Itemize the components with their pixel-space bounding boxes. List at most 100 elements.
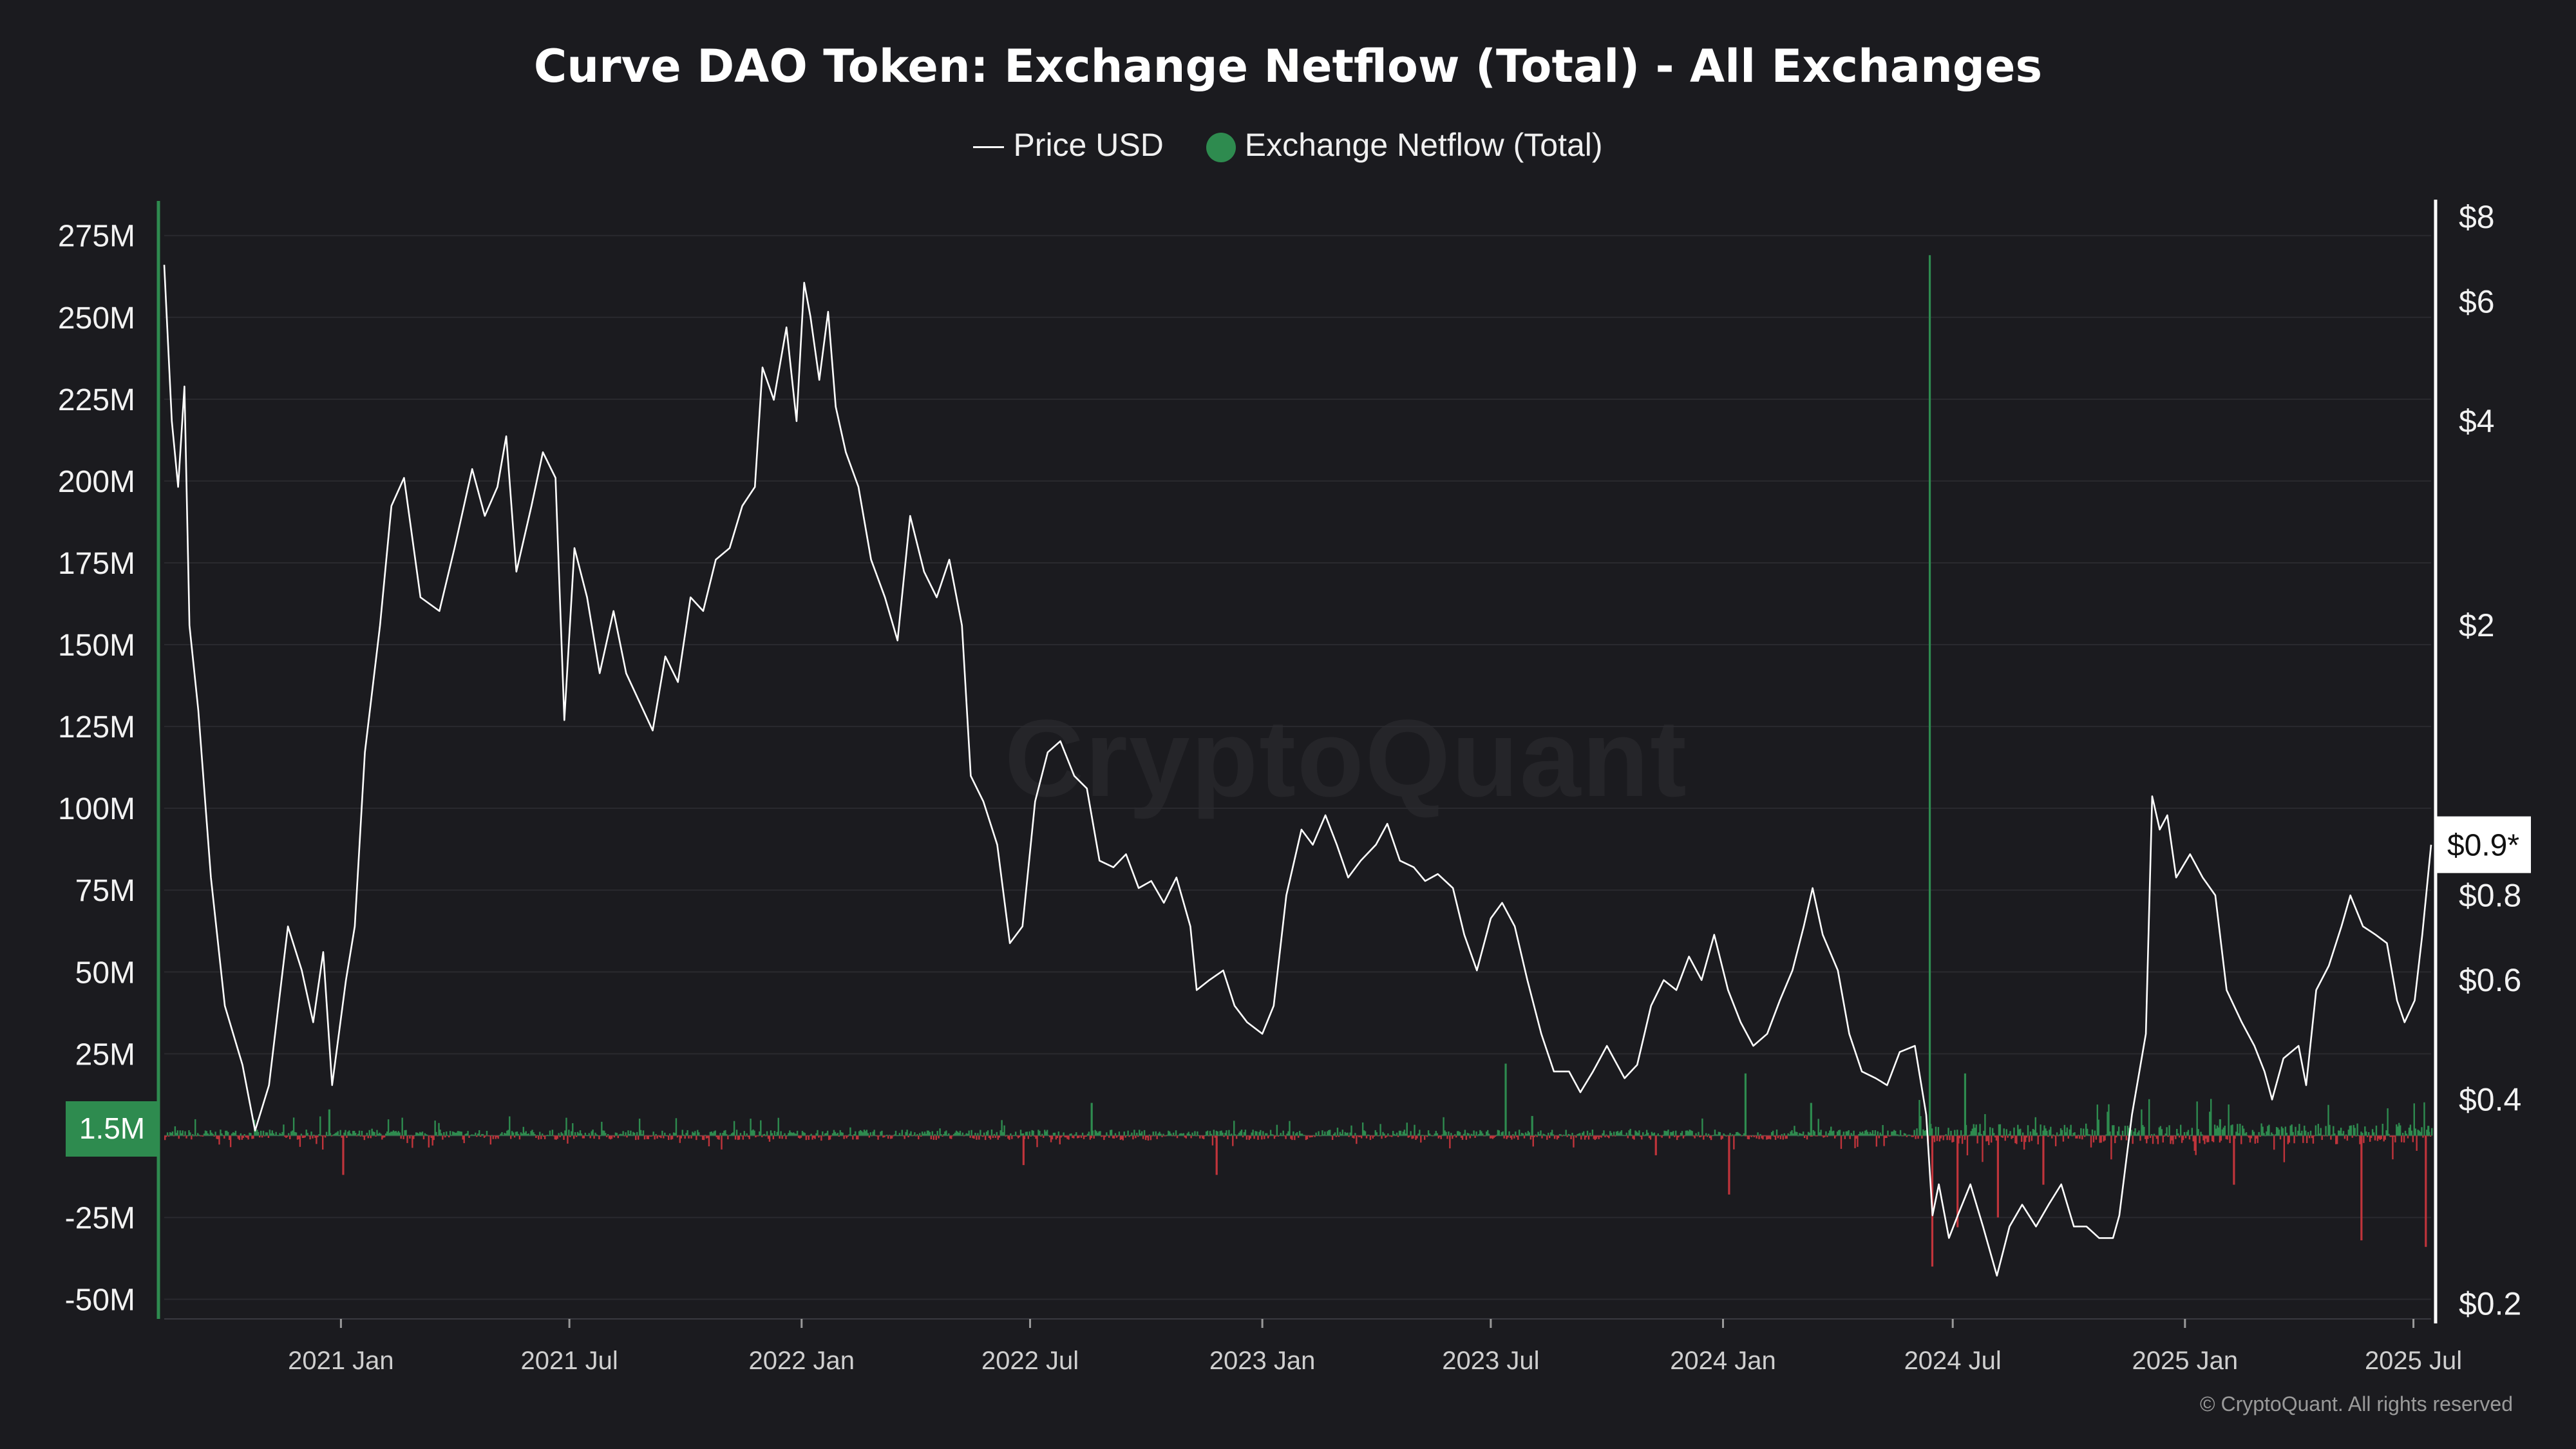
netflow-bar	[1575, 1135, 1577, 1138]
netflow-bar	[849, 1127, 851, 1136]
netflow-bar	[1260, 1130, 1262, 1136]
netflow-bar	[884, 1135, 886, 1137]
netflow-bar	[1358, 1135, 1360, 1137]
netflow-bar	[813, 1135, 815, 1138]
netflow-bar	[1862, 1132, 1864, 1136]
netflow-spike-bar	[2042, 1135, 2045, 1185]
netflow-bar	[1309, 1135, 1311, 1138]
netflow-bar	[489, 1135, 492, 1145]
netflow-bar	[860, 1131, 863, 1136]
legend-item-netflow[interactable]: Exchange Netflow (Total)	[1206, 126, 1603, 164]
netflow-bar	[1321, 1130, 1323, 1136]
netflow-bar	[2120, 1135, 2123, 1141]
netflow-bar	[2354, 1128, 2356, 1136]
netflow-bar	[442, 1135, 444, 1140]
y-left-tick-label: 25M	[75, 1037, 135, 1072]
netflow-bar	[1704, 1135, 1706, 1137]
netflow-bar	[343, 1132, 345, 1136]
netflow-bar	[2155, 1135, 2158, 1139]
netflow-bar	[1378, 1135, 1380, 1137]
netflow-bar	[1801, 1133, 1803, 1136]
netflow-bar	[1641, 1135, 1643, 1140]
netflow-bar	[1040, 1135, 1042, 1137]
netflow-bar	[2126, 1126, 2129, 1136]
netflow-bar	[1864, 1130, 1866, 1136]
netflow-spike-bar	[2233, 1135, 2235, 1185]
netflow-bar	[395, 1131, 397, 1136]
netflow-bar	[2264, 1135, 2266, 1137]
netflow-bar	[1224, 1132, 1226, 1136]
netflow-bar	[767, 1135, 770, 1139]
netflow-bar	[576, 1132, 579, 1136]
netflow-bar	[1782, 1135, 1785, 1140]
netflow-bar	[1515, 1132, 1517, 1136]
netflow-bar	[372, 1132, 374, 1136]
netflow-bar	[359, 1135, 362, 1137]
netflow-bar	[2334, 1133, 2336, 1136]
netflow-bar	[810, 1133, 812, 1136]
netflow-bar	[603, 1130, 605, 1136]
netflow-bar	[1232, 1135, 1234, 1146]
netflow-bar	[1352, 1135, 1354, 1138]
netflow-spike-bar	[328, 1109, 330, 1136]
netflow-bar	[2161, 1129, 2163, 1136]
netflow-bar	[801, 1131, 804, 1136]
x-axis-tick-label: 2024 Jan	[1670, 1347, 1776, 1375]
netflow-bar	[1222, 1132, 1224, 1136]
netflow-bar	[1656, 1135, 1658, 1136]
netflow-bar	[694, 1131, 696, 1136]
netflow-bar	[1460, 1135, 1463, 1138]
netflow-bar	[222, 1135, 224, 1136]
netflow-bar	[1705, 1133, 1707, 1136]
netflow-bar	[512, 1132, 515, 1136]
netflow-bar	[2216, 1125, 2219, 1136]
netflow-bar	[406, 1135, 408, 1143]
netflow-bar	[521, 1133, 524, 1136]
netflow-bar	[1310, 1135, 1312, 1137]
netflow-bar	[2238, 1133, 2240, 1136]
netflow-bar	[1913, 1130, 1915, 1136]
netflow-bar	[193, 1135, 195, 1137]
netflow-bar	[1629, 1128, 1631, 1136]
netflow-bar	[2141, 1109, 2143, 1136]
netflow-bar	[237, 1135, 240, 1139]
netflow-dot-swatch	[1206, 132, 1236, 162]
netflow-bar	[468, 1135, 470, 1138]
netflow-bar	[1407, 1135, 1409, 1138]
netflow-bar	[2112, 1125, 2114, 1136]
netflow-bar	[1687, 1131, 1690, 1136]
netflow-bar	[892, 1135, 895, 1137]
legend-item-price[interactable]: Price USD	[973, 126, 1164, 164]
netflow-bar	[1503, 1135, 1505, 1139]
netflow-bar	[1671, 1132, 1673, 1136]
netflow-bar	[1486, 1130, 1489, 1136]
netflow-bar	[2296, 1135, 2298, 1137]
netflow-bar	[594, 1132, 596, 1136]
netflow-bar	[688, 1135, 690, 1139]
netflow-bar	[2333, 1126, 2334, 1136]
netflow-bar	[1099, 1131, 1101, 1136]
netflow-bar	[1591, 1130, 1594, 1136]
netflow-bar	[1318, 1131, 1320, 1136]
netflow-bar	[2325, 1126, 2327, 1136]
netflow-bar	[413, 1135, 415, 1139]
legend-label-price: Price USD	[1013, 126, 1164, 163]
netflow-bar	[1842, 1132, 1845, 1136]
netflow-bar	[345, 1130, 346, 1136]
netflow-bar	[2412, 1135, 2414, 1142]
netflow-bar	[353, 1131, 355, 1136]
netflow-bar	[1777, 1135, 1779, 1139]
netflow-bar	[1672, 1131, 1674, 1136]
netflow-bar	[1833, 1130, 1835, 1136]
legend-label-netflow: Exchange Netflow (Total)	[1244, 126, 1603, 163]
netflow-bar	[388, 1132, 391, 1136]
netflow-bar	[1085, 1135, 1088, 1137]
netflow-bar	[1431, 1135, 1434, 1137]
netflow-bar	[1363, 1130, 1365, 1136]
netflow-bar	[1102, 1135, 1104, 1137]
netflow-bar	[1276, 1124, 1278, 1136]
netflow-bar	[1161, 1135, 1163, 1137]
netflow-bar	[2271, 1132, 2273, 1136]
netflow-bar	[1785, 1135, 1786, 1139]
